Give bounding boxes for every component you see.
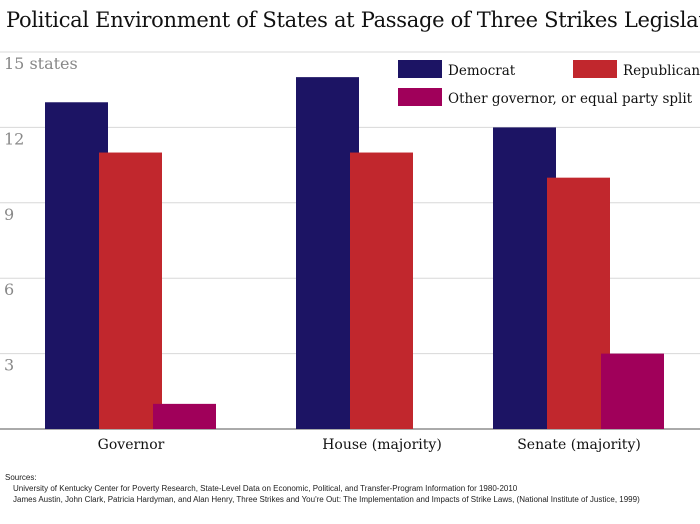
bar-democrat (493, 127, 556, 430)
y-tick-label: 9 (4, 205, 14, 224)
chart-title: Political Environment of States at Passa… (6, 8, 700, 32)
legend-label: Democrat (448, 63, 516, 79)
bar-democrat (296, 77, 359, 429)
bar-republican (547, 177, 610, 429)
legend-label: Republican (623, 63, 700, 79)
bar-republican (350, 152, 413, 430)
bar-republican (99, 152, 162, 430)
bar-other (601, 353, 664, 429)
y-tick-label: 6 (4, 280, 14, 299)
sources-label: Sources: (5, 473, 37, 482)
plot-area: 3 6 9 12 15 states Governor House (majority) Se… (0, 51, 700, 453)
legend-swatch (398, 60, 442, 78)
sources: Sources: University of Kentucky Center f… (5, 472, 640, 505)
bar-democrat (45, 102, 108, 430)
y-tick-label: 12 (4, 129, 24, 148)
source-line: James Austin, John Clark, Patricia Hardy… (13, 495, 640, 504)
x-tick-label: House (majority) (322, 437, 442, 453)
legend-swatch (398, 88, 442, 106)
x-tick-label: Senate (majority) (517, 437, 641, 453)
y-tick-label: 15 states (4, 54, 78, 73)
x-tick-label: Governor (98, 437, 165, 453)
y-tick-label: 3 (4, 356, 14, 375)
bar-other (153, 403, 216, 429)
legend-swatch (573, 60, 617, 78)
legend-label: Other governor, or equal party split (448, 91, 693, 107)
source-line: University of Kentucky Center for Povert… (13, 484, 518, 493)
